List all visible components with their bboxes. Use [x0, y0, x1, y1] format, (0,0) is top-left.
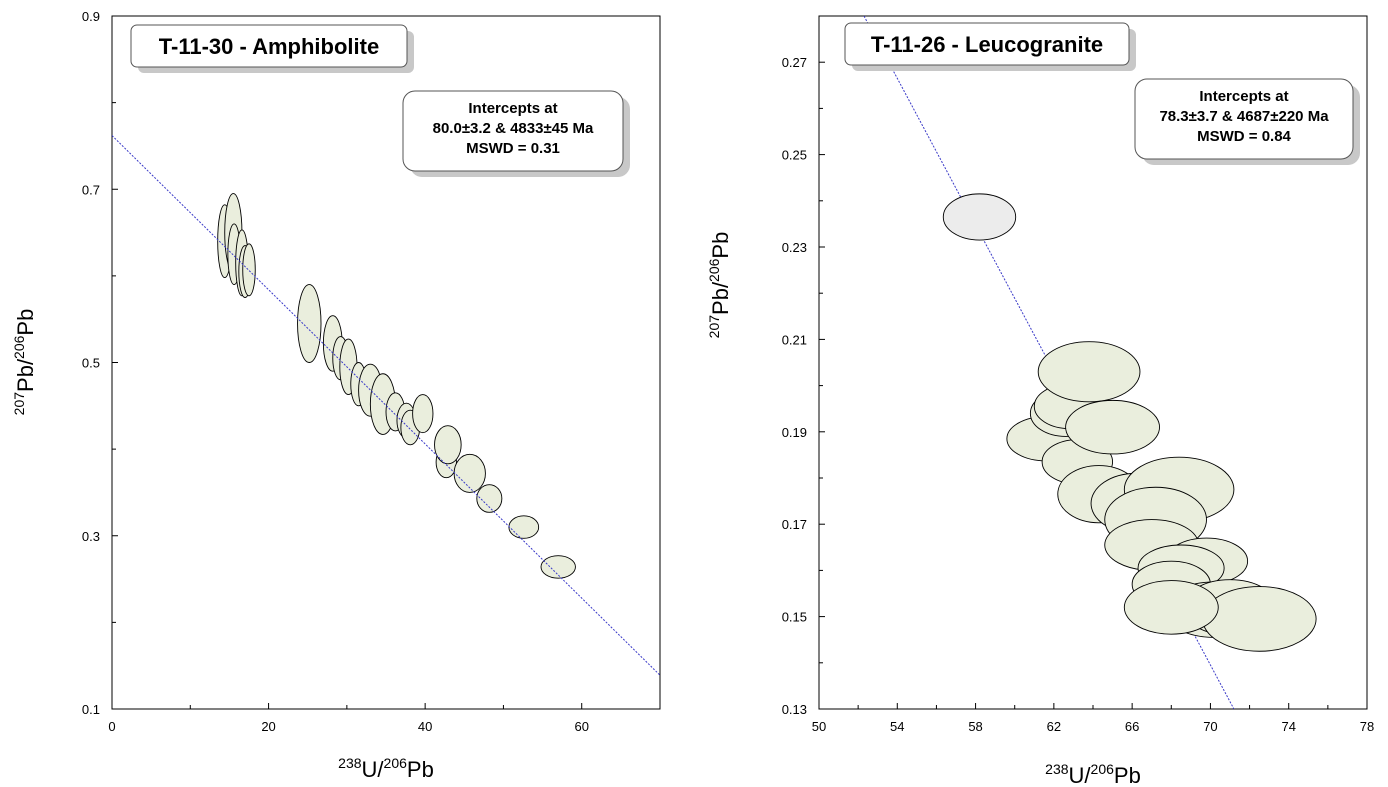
sample-label: T-11-26 - Leucogranite: [871, 32, 1103, 57]
outlier-error-ellipse: [942, 193, 1017, 241]
y-axis-title-sup: 207: [11, 392, 27, 416]
y-tick-labels: 0.1 0.3 0.5 0.7 0.9: [82, 9, 100, 717]
error-ellipse: [1202, 586, 1317, 652]
error-ellipse: [508, 515, 540, 539]
x-tick-label: 54: [890, 719, 904, 734]
x-tick-label: 70: [1203, 719, 1217, 734]
tick-marks: [818, 15, 1368, 710]
y-tick-label: 0.25: [782, 148, 807, 163]
y-tick-label: 0.13: [782, 702, 807, 717]
intercepts-line: MSWD = 0.31: [466, 140, 560, 157]
error-ellipse: [1123, 580, 1219, 635]
error-ellipses: [942, 193, 1317, 652]
y-tick-label: 0.27: [782, 55, 807, 70]
label-box-frame: [130, 24, 408, 68]
y-tick-labels: 0.13 0.15 0.17 0.19 0.21 0.23 0.25 0.27: [782, 55, 807, 717]
x-axis-title-sup: 206: [384, 755, 408, 771]
y-tick-label: 0.23: [782, 240, 807, 255]
tick-marks: [111, 15, 661, 710]
x-tick-label: 60: [574, 719, 588, 734]
y-tick-label: 0.15: [782, 610, 807, 625]
x-tick-label: 50: [812, 719, 826, 734]
y-axis-title-part: Pb/: [708, 281, 733, 315]
x-axis-title: 238U/206Pb: [1045, 761, 1141, 787]
intercepts-box-frame: [402, 90, 624, 172]
error-ellipse: [453, 453, 486, 493]
intercepts-box-frame: [1134, 78, 1354, 160]
x-axis-title-part: Pb: [1114, 763, 1141, 787]
sample-label-box: T-11-30 - Amphibolite: [130, 24, 414, 73]
x-tick-labels: 0 20 40 60: [108, 719, 589, 734]
intercepts-line: Intercepts at: [1199, 88, 1288, 105]
intercepts-box: Intercepts at 78.3±3.7 & 4687±220 Ma MSW…: [1134, 78, 1360, 165]
x-tick-label: 66: [1125, 719, 1139, 734]
x-axis-title-sup: 238: [338, 755, 362, 771]
x-axis-title-sup: 238: [1045, 761, 1069, 777]
x-tick-label: 0: [108, 719, 115, 734]
x-axis-title-part: U/: [1069, 763, 1092, 787]
error-ellipse: [412, 394, 434, 434]
y-axis-title-part: Pb/: [13, 358, 38, 392]
y-tick-label: 0.19: [782, 425, 807, 440]
intercepts-line: MSWD = 0.84: [1197, 128, 1291, 145]
x-tick-label: 20: [261, 719, 275, 734]
error-ellipse: [242, 243, 256, 297]
sample-label-box: T-11-26 - Leucogranite: [844, 22, 1136, 71]
x-axis-title-part: Pb: [407, 757, 434, 782]
regression-line: [112, 135, 660, 676]
x-tick-labels: 50 54 58 62 66 70 74 78: [812, 719, 1374, 734]
error-ellipse: [297, 284, 322, 363]
intercepts-line: 78.3±3.7 & 4687±220 Ma: [1159, 108, 1329, 125]
y-axis-title-sup: 206: [11, 335, 27, 359]
y-tick-label: 0.9: [82, 9, 100, 24]
x-tick-label: 62: [1047, 719, 1061, 734]
x-axis-title-sup: 206: [1091, 761, 1115, 777]
label-box-frame: [844, 22, 1130, 66]
y-tick-label: 0.3: [82, 529, 100, 544]
x-tick-label: 58: [968, 719, 982, 734]
y-axis-title-sup: 206: [706, 258, 722, 282]
y-tick-label: 0.1: [82, 702, 100, 717]
x-tick-label: 78: [1360, 719, 1374, 734]
x-axis-title-part: U/: [362, 757, 385, 782]
error-ellipses: [217, 193, 576, 579]
error-ellipse: [1065, 399, 1160, 455]
x-tick-label: 40: [418, 719, 432, 734]
error-ellipse: [434, 425, 462, 465]
y-tick-label: 0.17: [782, 517, 807, 532]
x-tick-label: 74: [1281, 719, 1295, 734]
x-axis-title: 238U/206Pb: [338, 755, 434, 782]
intercepts-box: Intercepts at 80.0±3.2 & 4833±45 Ma MSWD…: [402, 90, 630, 177]
chart-panel-leucogranite: 50 54 58 62 66 70 74 78 0.13 0.15 0.17 0…: [706, 15, 1374, 787]
error-ellipse: [1037, 341, 1141, 403]
y-tick-label: 0.21: [782, 332, 807, 347]
y-axis-title-part: Pb: [13, 309, 38, 336]
y-tick-label: 0.7: [82, 182, 100, 197]
error-ellipse: [540, 555, 576, 579]
y-axis-title-sup: 207: [706, 315, 722, 339]
y-tick-label: 0.5: [82, 356, 100, 371]
y-axis-title: 207Pb/206Pb: [11, 309, 38, 416]
y-axis-title-part: Pb: [708, 232, 733, 259]
intercepts-line: 80.0±3.2 & 4833±45 Ma: [433, 120, 594, 137]
chart-panel-amphibolite: 0 20 40 60 0.1 0.3 0.5 0.7 0.9 T-11-30 -…: [11, 9, 661, 782]
sample-label: T-11-30 - Amphibolite: [159, 34, 379, 59]
intercepts-line: Intercepts at: [468, 100, 557, 117]
error-ellipse: [476, 484, 503, 513]
y-axis-title: 207Pb/206Pb: [706, 232, 733, 339]
